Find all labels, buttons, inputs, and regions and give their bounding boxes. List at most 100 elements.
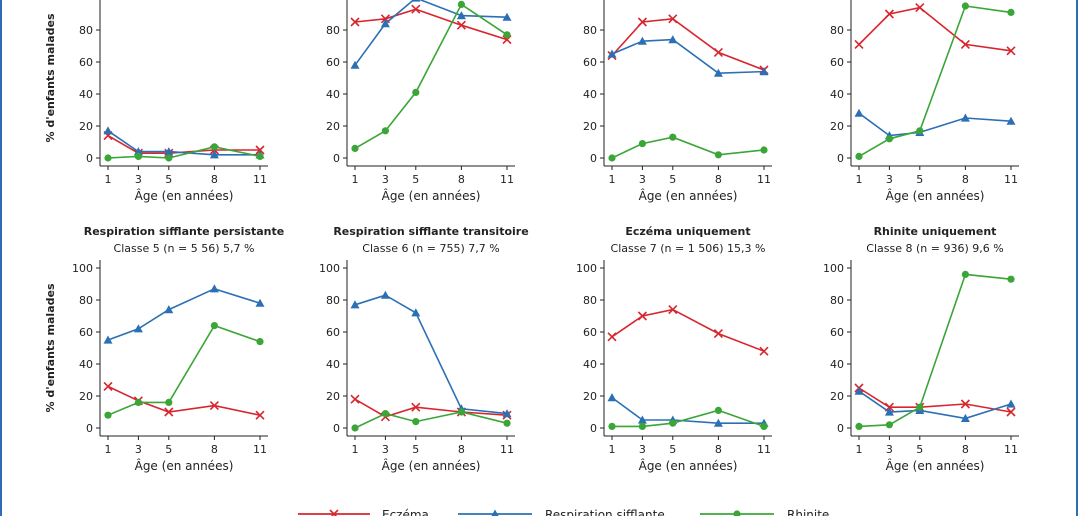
data-point (637, 415, 647, 424)
data-point (104, 411, 112, 419)
data-point (380, 19, 390, 28)
data-point (760, 422, 768, 430)
y-tick-label: 100 (319, 262, 340, 275)
series-line-2 (858, 112, 1012, 137)
x-tick-label: 3 (886, 173, 893, 186)
data-point (961, 2, 970, 10)
y-tick-label: 80 (79, 294, 93, 307)
y-tick-label: 20 (79, 390, 93, 403)
series-line-1 (858, 6, 1012, 52)
series-line-1 (858, 387, 1012, 413)
data-point (351, 144, 359, 152)
panel-1: 0 20 40 60 80 1 3 5 8 11 Âge (en années) % d'enfant… (44, 0, 268, 203)
x-tick-label: 3 (382, 173, 389, 186)
x-tick-label: 5 (916, 443, 923, 456)
series-line-1 (107, 385, 261, 416)
y-tick-label: 0 (837, 152, 844, 165)
data-point (637, 17, 647, 27)
x-tick-label: 3 (135, 173, 142, 186)
data-point (854, 108, 864, 117)
data-point (164, 407, 174, 417)
legend-label: Eczéma (382, 508, 429, 516)
data-point (411, 402, 421, 412)
x-tick-label: 5 (916, 173, 923, 186)
data-point (1007, 275, 1015, 283)
y-tick-label: 40 (79, 358, 93, 371)
legend-label: Respiration sifflante (545, 508, 665, 516)
x-axis-label: Âge (en années) (886, 188, 985, 203)
data-point (502, 12, 512, 21)
x-tick-label: 5 (165, 173, 172, 186)
data-point (164, 305, 174, 314)
x-tick-label: 8 (211, 443, 218, 456)
x-axis-label: Âge (en années) (639, 458, 738, 473)
y-tick-label: 80 (79, 24, 93, 37)
y-tick-label: 100 (72, 262, 93, 275)
panel-6: Respiration sifflante transitoire Classe … (319, 225, 529, 473)
legend: Eczéma Respiration sifflante Rhinite (298, 508, 829, 516)
x-tick-label: 3 (886, 443, 893, 456)
data-point (209, 284, 219, 293)
x-tick-label: 8 (211, 173, 218, 186)
data-point (133, 147, 143, 156)
x-tick-label: 11 (757, 173, 771, 186)
data-point (256, 152, 264, 160)
data-point (759, 67, 769, 76)
x-tick-label: 1 (105, 173, 112, 186)
x-tick-label: 3 (639, 173, 646, 186)
data-point (350, 60, 360, 69)
data-point (668, 14, 678, 24)
panel-subtitle: Classe 5 (n = 5 56) 5,7 % (114, 242, 255, 255)
data-point (713, 329, 723, 339)
x-tick-label: 8 (962, 443, 969, 456)
y-tick-label: 80 (830, 24, 844, 37)
data-point (350, 17, 360, 27)
series-line-3 (858, 273, 1012, 428)
y-tick-label: 60 (79, 326, 93, 339)
y-tick-label: 80 (583, 24, 597, 37)
y-tick-label: 40 (583, 358, 597, 371)
x-tick-label: 8 (715, 173, 722, 186)
y-tick-label: 20 (583, 390, 597, 403)
legend-label: Rhinite (787, 508, 829, 516)
data-point (960, 39, 970, 49)
series-line-2 (107, 287, 261, 341)
data-point (457, 0, 465, 8)
data-point (916, 403, 924, 411)
data-point (607, 332, 617, 342)
y-tick-label: 20 (326, 390, 340, 403)
data-point (502, 409, 512, 418)
data-point (916, 127, 924, 135)
x-tick-label: 11 (500, 173, 514, 186)
panel-8: Rhinite uniquement Classe 8 (n = 936) 9,6… (823, 225, 1019, 473)
data-point (411, 4, 421, 14)
x-tick-label: 1 (609, 443, 616, 456)
panel-title: Respiration sifflante transitoire (333, 225, 528, 238)
x-axis-label: Âge (en années) (886, 458, 985, 473)
y-tick-label: 20 (79, 120, 93, 133)
data-point (713, 47, 723, 57)
data-point (608, 422, 616, 430)
data-point (713, 418, 723, 427)
x-tick-label: 8 (458, 443, 465, 456)
y-tick-label: 20 (830, 120, 844, 133)
series-line-1 (354, 398, 508, 418)
x-tick-label: 11 (757, 443, 771, 456)
data-point (133, 324, 143, 333)
data-point (854, 39, 864, 49)
data-point (164, 147, 174, 156)
data-point (713, 68, 723, 77)
data-point (607, 49, 617, 58)
data-point (412, 418, 420, 426)
data-point (1007, 8, 1015, 16)
y-tick-label: 100 (823, 262, 844, 275)
data-point (637, 36, 647, 45)
y-tick-label: 80 (326, 294, 340, 307)
x-tick-label: 1 (856, 173, 863, 186)
y-tick-label: 40 (326, 358, 340, 371)
y-tick-label: 0 (86, 152, 93, 165)
data-point (960, 413, 970, 422)
data-point (1006, 399, 1016, 408)
y-tick-label: 40 (79, 88, 93, 101)
data-point (503, 31, 511, 39)
